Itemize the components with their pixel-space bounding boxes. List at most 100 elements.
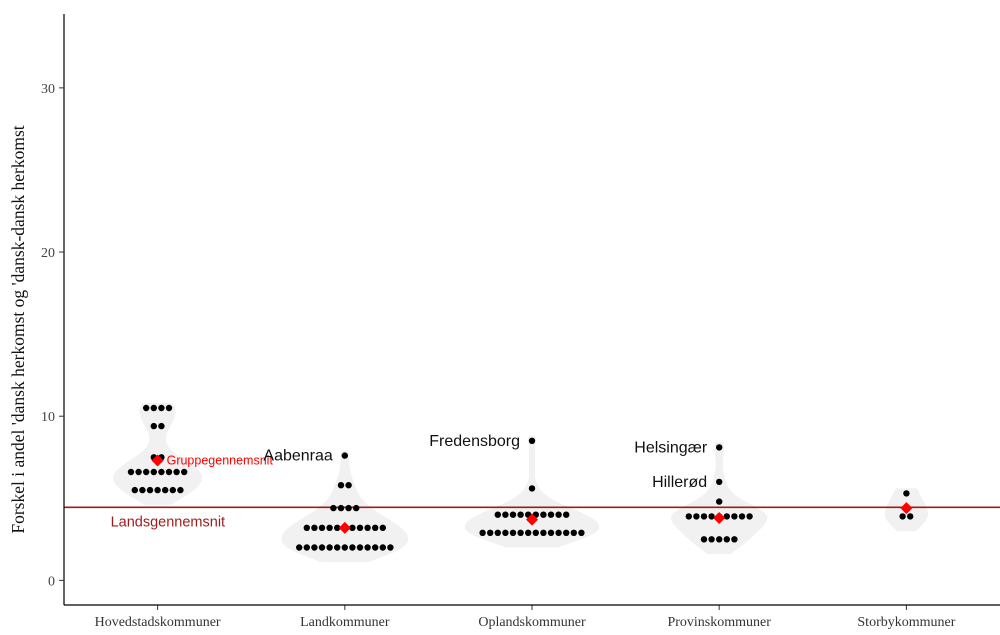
data-point: [708, 513, 715, 520]
group-mean-marker: [151, 454, 164, 467]
data-point: [356, 544, 364, 551]
data-point: [311, 544, 318, 551]
data-point: [341, 452, 348, 459]
violin-2: [464, 435, 600, 548]
y-axis-title: Forskel i andel 'dansk herkomst og 'dans…: [8, 125, 28, 533]
points-layer: [127, 404, 914, 551]
data-point: [326, 524, 333, 531]
data-point: [181, 468, 188, 476]
y-tick-label: 10: [41, 410, 55, 425]
x-tick-label: Storbykommuner: [857, 615, 955, 630]
y-tick-label: 20: [41, 246, 55, 261]
data-point: [708, 536, 715, 543]
data-point: [903, 490, 910, 497]
x-tick-label: Provinskommuner: [667, 615, 771, 630]
data-point: [528, 485, 536, 492]
point-annotation: Hillerød: [652, 474, 707, 491]
data-point: [532, 529, 539, 536]
y-tick-label: 0: [48, 574, 55, 589]
data-point: [158, 468, 165, 476]
data-point: [479, 529, 486, 536]
data-point: [296, 544, 303, 551]
violin-layer: [113, 403, 928, 563]
violin-0: [113, 403, 202, 505]
group-mean-label: Gruppegennemsnit: [167, 454, 274, 468]
data-point: [334, 544, 341, 551]
data-point: [353, 504, 360, 512]
data-point: [555, 511, 562, 518]
group-mean-marker: [713, 511, 726, 524]
data-point: [528, 437, 536, 444]
group-mean-marker: [526, 513, 538, 526]
data-point: [364, 524, 371, 531]
data-point: [127, 468, 135, 476]
violin-3: [671, 442, 768, 555]
data-point: [563, 529, 570, 536]
data-point: [150, 422, 157, 430]
data-point: [723, 513, 730, 520]
point-annotation: Fredensborg: [429, 433, 520, 450]
data-point: [131, 486, 138, 494]
data-point: [177, 486, 184, 494]
data-point: [364, 544, 371, 551]
data-point: [345, 482, 352, 489]
data-point: [517, 511, 524, 518]
data-point: [487, 529, 494, 536]
data-point: [700, 536, 708, 543]
data-point: [154, 486, 161, 494]
data-point: [165, 404, 173, 412]
data-point: [337, 504, 345, 512]
data-point: [139, 486, 146, 494]
data-point: [379, 544, 386, 551]
data-point: [738, 513, 746, 520]
data-point: [716, 536, 723, 543]
data-point: [700, 513, 708, 520]
group-mean-marker: [338, 521, 351, 534]
data-point: [731, 536, 738, 543]
data-point: [570, 529, 577, 536]
data-point: [547, 511, 555, 518]
data-point: [555, 529, 562, 536]
data-point: [169, 486, 176, 494]
x-tick-label: Oplandskommuner: [478, 615, 586, 630]
data-point: [150, 404, 157, 412]
axes-layer: Hovedstadskommuner Landkommuner Oplandskom…: [8, 14, 1000, 630]
data-point: [716, 478, 723, 486]
data-point: [303, 544, 310, 551]
data-point: [502, 511, 509, 518]
data-point: [162, 486, 169, 494]
data-point: [334, 524, 341, 531]
data-point: [158, 422, 165, 430]
group-mean-marker: [900, 502, 913, 515]
data-point: [899, 513, 906, 520]
data-point: [540, 511, 547, 518]
y-tick-label: 30: [41, 82, 55, 97]
data-point: [372, 524, 379, 531]
x-tick-label: Landkommuner: [300, 615, 390, 630]
data-point: [563, 511, 570, 518]
data-point: [345, 504, 352, 512]
data-point: [907, 513, 914, 520]
data-point: [578, 529, 585, 536]
mean-layer: [151, 454, 913, 534]
data-point: [349, 544, 356, 551]
data-point: [349, 524, 356, 531]
data-point: [356, 524, 364, 531]
data-point: [494, 511, 501, 518]
data-point: [502, 529, 509, 536]
data-point: [494, 529, 501, 536]
reference-line-label: Landsgennemsnit: [111, 514, 225, 530]
data-point: [716, 498, 723, 505]
data-point: [746, 513, 753, 520]
data-point: [318, 524, 326, 531]
point-annotation: Helsingær: [634, 439, 708, 456]
data-point: [143, 468, 150, 476]
data-point: [326, 544, 333, 551]
data-point: [685, 513, 692, 520]
data-point: [146, 486, 154, 494]
data-point: [318, 544, 326, 551]
data-point: [379, 524, 386, 531]
point-annotation: Aabenraa: [263, 448, 332, 465]
